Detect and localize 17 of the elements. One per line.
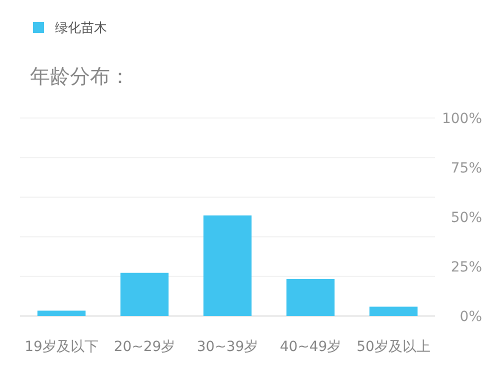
x-tick-label: 30~39岁	[196, 339, 258, 355]
y-tick-label: 50%	[450, 210, 482, 226]
y-tick-label: 25%	[450, 260, 482, 276]
x-tick-label: 40~49岁	[280, 339, 342, 355]
bar	[120, 272, 169, 316]
y-tick-label: 75%	[450, 160, 482, 176]
bar	[37, 310, 86, 316]
chart-title: 年龄分布：	[30, 64, 130, 88]
y-tick-label: 0%	[460, 309, 482, 325]
x-tick-label: 50岁及以上	[356, 339, 430, 355]
y-tick-label: 100%	[442, 111, 482, 127]
legend-label: 绿化苗木	[55, 21, 107, 36]
bar	[369, 306, 418, 316]
x-tick-label: 19岁及以下	[24, 339, 98, 355]
x-tick-label: 20~29岁	[114, 339, 176, 355]
bar	[203, 215, 252, 316]
bar	[286, 278, 335, 316]
